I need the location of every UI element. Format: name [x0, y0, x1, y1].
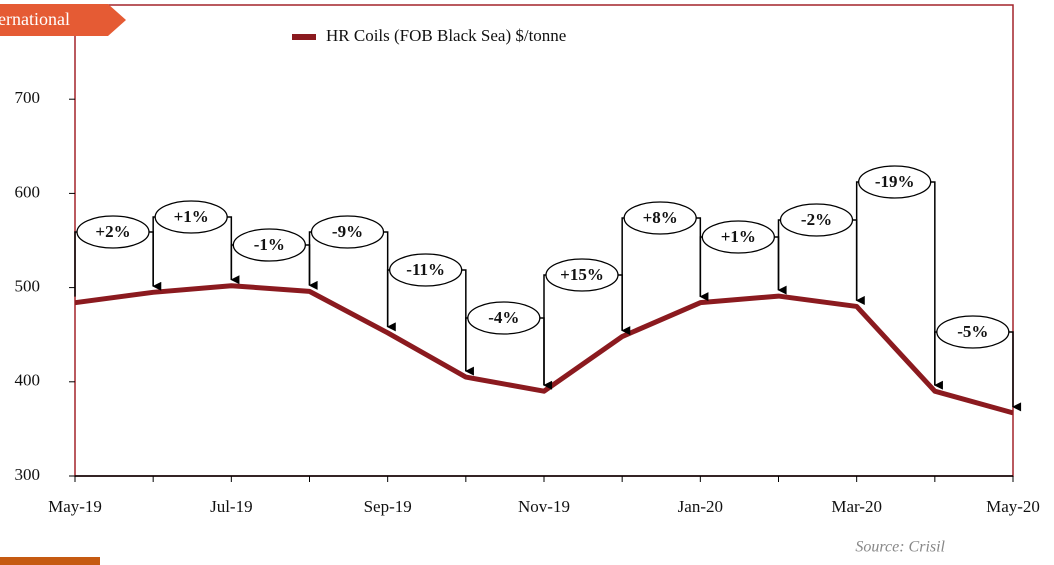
annotation-bracket	[855, 181, 943, 390]
x-tick-label: Jan-20	[678, 497, 723, 516]
annotation-label: -1%	[254, 235, 285, 254]
legend-label: HR Coils (FOB Black Sea) $/tonne	[326, 26, 566, 45]
section-tag-text: International	[0, 9, 70, 29]
annotation-bubble	[545, 258, 619, 292]
annotation-label: +1%	[721, 227, 756, 246]
annotation-bubble	[936, 315, 1010, 349]
annotation-bubble	[154, 200, 228, 234]
annotation-bubble	[310, 215, 385, 249]
annotation-bubble	[232, 228, 306, 262]
annotation-label: -2%	[801, 210, 832, 229]
section-tag	[0, 4, 126, 36]
series-line	[74, 283, 1014, 416]
y-tick-label: 500	[15, 277, 41, 296]
x-tick-label: Sep-19	[364, 497, 412, 516]
annotation-bubble	[389, 253, 463, 287]
annotation-bubble	[623, 201, 697, 235]
plot-border	[74, 4, 1014, 477]
annotation-bubble	[467, 301, 541, 335]
annotation-label: -11%	[406, 260, 445, 279]
y-tick-label: 300	[15, 465, 41, 484]
x-tick-label: Nov-19	[518, 497, 570, 516]
annotation-label: +15%	[560, 265, 604, 284]
annotation-bubble	[779, 203, 854, 237]
y-tick-label: 600	[15, 182, 41, 201]
x-tick-label: May-20	[986, 497, 1040, 516]
annotation-label: -9%	[332, 222, 363, 241]
y-tick-label: 700	[15, 88, 41, 107]
x-tick-label: Mar-20	[831, 497, 882, 516]
annotation-bracket	[621, 217, 709, 331]
x-tick-label: May-19	[48, 497, 102, 516]
annotation-label: -5%	[957, 322, 988, 341]
y-tick-label: 400	[15, 371, 41, 390]
source: Source: Crisil	[855, 539, 945, 556]
annotation-label: +2%	[95, 222, 130, 241]
annotation-label: +8%	[643, 208, 678, 227]
section-tab	[0, 557, 100, 565]
annotation-bubble	[701, 220, 775, 254]
annotation-label: -19%	[875, 172, 915, 191]
annotation-label: +1%	[174, 207, 209, 226]
annotation-bubble	[76, 215, 150, 249]
annotation-bubble	[858, 165, 932, 199]
x-tick-label: Jul-19	[210, 497, 253, 516]
annotation-label: -4%	[488, 308, 519, 327]
